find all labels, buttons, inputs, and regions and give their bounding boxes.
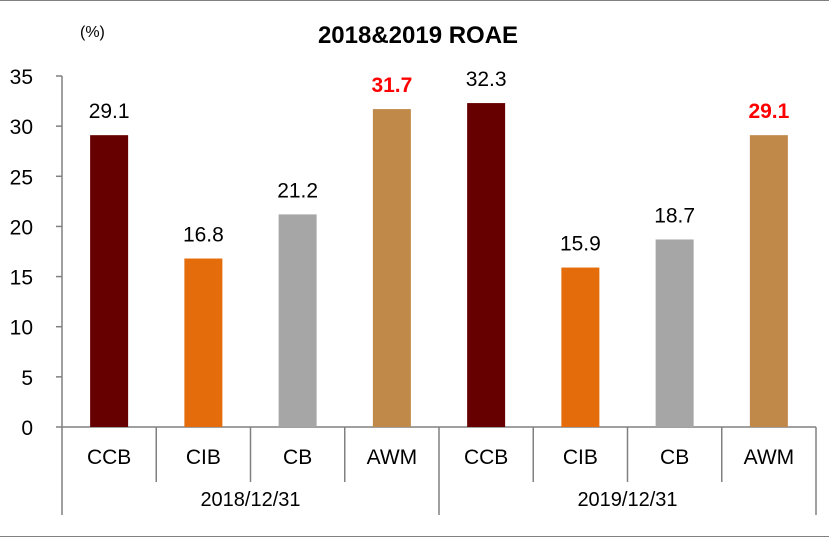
data-label: 15.9 (560, 233, 601, 256)
x-tick-label: CCB (464, 446, 508, 469)
data-label: 21.2 (277, 179, 318, 202)
y-tick-label: 20 (10, 216, 33, 239)
chart-title: 2018&2019 ROAE (318, 22, 518, 49)
bars (90, 103, 788, 427)
y-tick-label: 10 (10, 317, 33, 340)
axes: 0 5 10 15 20 25 30 35 CCB CIB CB AWM CCB CIB CB AWM 2018… (10, 66, 817, 515)
bar-awm-1 (749, 135, 788, 427)
y-tick-label: 35 (10, 66, 33, 89)
y-tick-label: 0 (21, 417, 33, 440)
bar-awm-0 (372, 109, 411, 427)
group-label: 2018/12/31 (200, 489, 300, 511)
x-tick-label: AWM (744, 446, 795, 469)
x-tick-label: CB (660, 446, 689, 469)
x-tick-label: AWM (367, 446, 418, 469)
bar-ccb-1 (467, 103, 506, 427)
data-label: 31.7 (371, 74, 412, 97)
bar-ccb-0 (90, 135, 129, 427)
bar-cib-1 (561, 267, 600, 427)
data-label: 32.3 (466, 68, 507, 91)
data-label: 18.7 (654, 204, 695, 227)
x-tick-label: CIB (563, 446, 598, 469)
group-label: 2019/12/31 (577, 489, 677, 511)
x-tick-label: CCB (87, 446, 131, 469)
y-tick-label: 15 (10, 267, 33, 290)
y-tick-label: 30 (10, 116, 33, 139)
bar-cib-0 (184, 258, 223, 427)
bar-cb-0 (278, 214, 317, 427)
data-labels: 29.1 16.8 21.2 31.7 32.3 15.9 18.7 29.1 (89, 68, 790, 255)
data-label: 29.1 (748, 100, 789, 123)
data-label: 29.1 (89, 100, 130, 123)
unit-label: (%) (80, 24, 105, 41)
y-tick-label: 5 (21, 367, 33, 390)
x-tick-label: CB (283, 446, 312, 469)
y-tick-label: 25 (10, 166, 33, 189)
data-label: 16.8 (183, 224, 224, 247)
bar-cb-1 (655, 239, 694, 427)
x-tick-label: CIB (186, 446, 221, 469)
